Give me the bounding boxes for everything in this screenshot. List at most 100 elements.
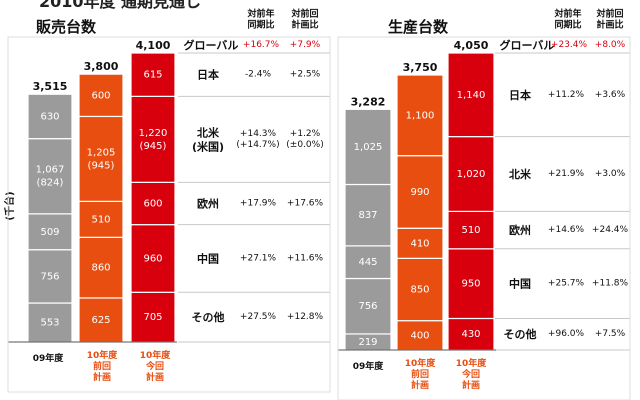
panel2-row-yoy-日本: +11.2%: [548, 90, 585, 100]
panel2-bar-label-0-その他: 219: [358, 336, 377, 347]
panel1-bar-0-北米: [27, 138, 73, 215]
panel2-bar-1-日本: [396, 74, 444, 157]
panel1-row-yoy-北米: +14.3% (+14.7%): [236, 129, 279, 150]
panel1-ylabel: (千台): [3, 191, 16, 220]
panel1-bar-label-1-欧州: 510: [91, 214, 110, 225]
panel1-bar-2-北米: [130, 95, 176, 183]
page-header-fragment: 2010年度 通期見通し: [39, 0, 201, 11]
panel1-row-yoy-中国: +27.1%: [240, 253, 277, 263]
panel1-col-label-0: 09年度: [33, 352, 65, 364]
panel2-col-label-0: 09年度: [353, 360, 385, 372]
panel1-bar-1-中国: [78, 236, 124, 299]
panel1-row-plan-中国: +11.6%: [287, 253, 324, 263]
panel1-title: 販売台数: [36, 18, 97, 36]
panel1-bar-2-欧州: [130, 181, 176, 226]
panel2-bar-label-0-欧州: 445: [358, 257, 377, 268]
panel2-row-label-欧州: 欧州: [509, 223, 531, 237]
panel1-frame: [7, 36, 331, 393]
panel1-bar-label-2-欧州: 600: [143, 198, 162, 209]
panel2-global-yoy: +23.4%: [551, 40, 588, 50]
panel2-row-yoy-北米: +21.9%: [548, 169, 585, 179]
panel2-bar-1-その他: [396, 320, 444, 351]
panel2-global-plan: +8.0%: [595, 40, 626, 50]
panel1-row-label-北米: 北米(米国): [192, 125, 224, 153]
panel2-bar-2-北米: [447, 136, 495, 213]
panel2-bar-1-欧州: [396, 227, 444, 259]
panel1-bar-label-2-中国: 960: [143, 253, 162, 264]
panel1-row-label-欧州: 欧州: [197, 196, 219, 210]
panel2-bar-2-欧州: [447, 210, 495, 250]
panel2-title: 生産台数: [388, 18, 449, 36]
panel2-row-plan-中国: +11.8%: [592, 279, 629, 289]
panel1-row-label-日本: 日本: [197, 67, 219, 81]
panel1-row-yoy-その他: +27.5%: [240, 312, 277, 322]
panel2-col-label-1: 10年度前回計画: [405, 357, 437, 391]
panel2-bar-0-欧州: [344, 245, 392, 280]
panel2-row-plan-その他: +7.5%: [595, 329, 626, 339]
panel2-bar-1-北米: [396, 155, 444, 229]
panel1-row-plan-その他: +12.8%: [287, 312, 324, 322]
panel1-bar-1-その他: [78, 297, 124, 343]
panel1-row-plan-欧州: +17.6%: [287, 198, 324, 208]
panel1-bar-label-1-その他: 625: [91, 314, 110, 325]
panel2-bar-2-中国: [447, 248, 495, 320]
panel1-bar-0-日本: [27, 93, 73, 140]
panel2-total-0: 3,282: [351, 95, 386, 108]
panel2-row-yoy-その他: +96.0%: [548, 329, 585, 339]
panel1-bar-label-1-中国: 860: [91, 262, 110, 273]
panel2-total-2: 4,050: [454, 39, 489, 52]
panel2-bar-label-0-中国: 756: [358, 301, 377, 312]
panel1-bar-label-2-北米: 1,220 (945): [139, 127, 168, 151]
panel1-bar-label-0-欧州: 509: [40, 226, 59, 237]
panel1-bar-2-中国: [130, 224, 176, 293]
panel2-header-yoy: 対前年同期比: [553, 8, 581, 31]
panel2-bar-0-中国: [344, 277, 392, 335]
panel2-row-label-日本: 日本: [509, 87, 531, 101]
panel2-bar-label-2-その他: 430: [461, 329, 480, 340]
panel1-bar-0-中国: [27, 249, 73, 304]
panel2-row-label-その他: その他: [504, 327, 537, 341]
panel1-bar-label-2-日本: 615: [143, 69, 162, 80]
panel2-bar-2-日本: [447, 52, 495, 138]
panel1-global-yoy: +16.7%: [243, 40, 280, 50]
panel1-row-yoy-日本: -2.4%: [245, 70, 272, 80]
panel1-row-label-中国: 中国: [197, 251, 219, 265]
panel1-header-yoy: 対前年同期比: [246, 8, 274, 31]
panel1-bar-label-0-日本: 630: [40, 111, 59, 122]
panel2-row-yoy-欧州: +14.6%: [548, 225, 585, 235]
panel2-bar-label-1-日本: 1,100: [406, 110, 435, 121]
panel1-bar-1-日本: [78, 73, 124, 118]
panel2-bar-label-1-中国: 850: [410, 284, 429, 295]
panel2-row-plan-北米: +3.0%: [595, 169, 626, 179]
panel2-row-yoy-中国: +25.7%: [548, 279, 585, 289]
panel1-bar-2-日本: [130, 52, 176, 97]
panel1-bar-label-2-その他: 705: [143, 312, 162, 323]
panel1-bar-label-1-日本: 600: [91, 90, 110, 101]
panel2-bar-label-1-欧州: 410: [410, 238, 429, 249]
panel2-bar-1-中国: [396, 257, 444, 322]
panel1-bar-0-欧州: [27, 213, 73, 251]
panel2-header-plan: 対前回計画比: [595, 8, 623, 31]
panel2-row-plan-欧州: +24.4%: [592, 225, 629, 235]
panel2-bar-2-その他: [447, 317, 495, 351]
panel2-bar-label-0-北米: 837: [358, 210, 377, 221]
panel2-frame: [337, 36, 631, 400]
panel2-bar-label-1-北米: 990: [410, 186, 429, 197]
panel2-bar-0-日本: [344, 108, 392, 186]
panel2-total-1: 3,750: [403, 61, 438, 74]
panel1-row-yoy-欧州: +17.9%: [240, 198, 277, 208]
panel1-bar-1-北米: [78, 115, 124, 202]
panel1-total-1: 3,800: [84, 60, 119, 73]
panel2-row-plan-日本: +3.6%: [595, 90, 626, 100]
panel2-bar-label-0-日本: 1,025: [354, 141, 383, 152]
panel1-row-label-その他: その他: [192, 310, 225, 324]
panel1-global-plan: +7.9%: [290, 40, 321, 50]
panel2-row-label-北米: 北米: [509, 167, 532, 181]
panel1-bar-label-1-北米: 1,205 (945): [87, 147, 116, 171]
panel2-bar-label-1-その他: 400: [410, 330, 429, 341]
panel1-header-plan: 対前回計画比: [290, 8, 318, 31]
panel1-global-label: グローバル: [184, 38, 239, 52]
panel1-bar-label-0-その他: 553: [40, 317, 59, 328]
